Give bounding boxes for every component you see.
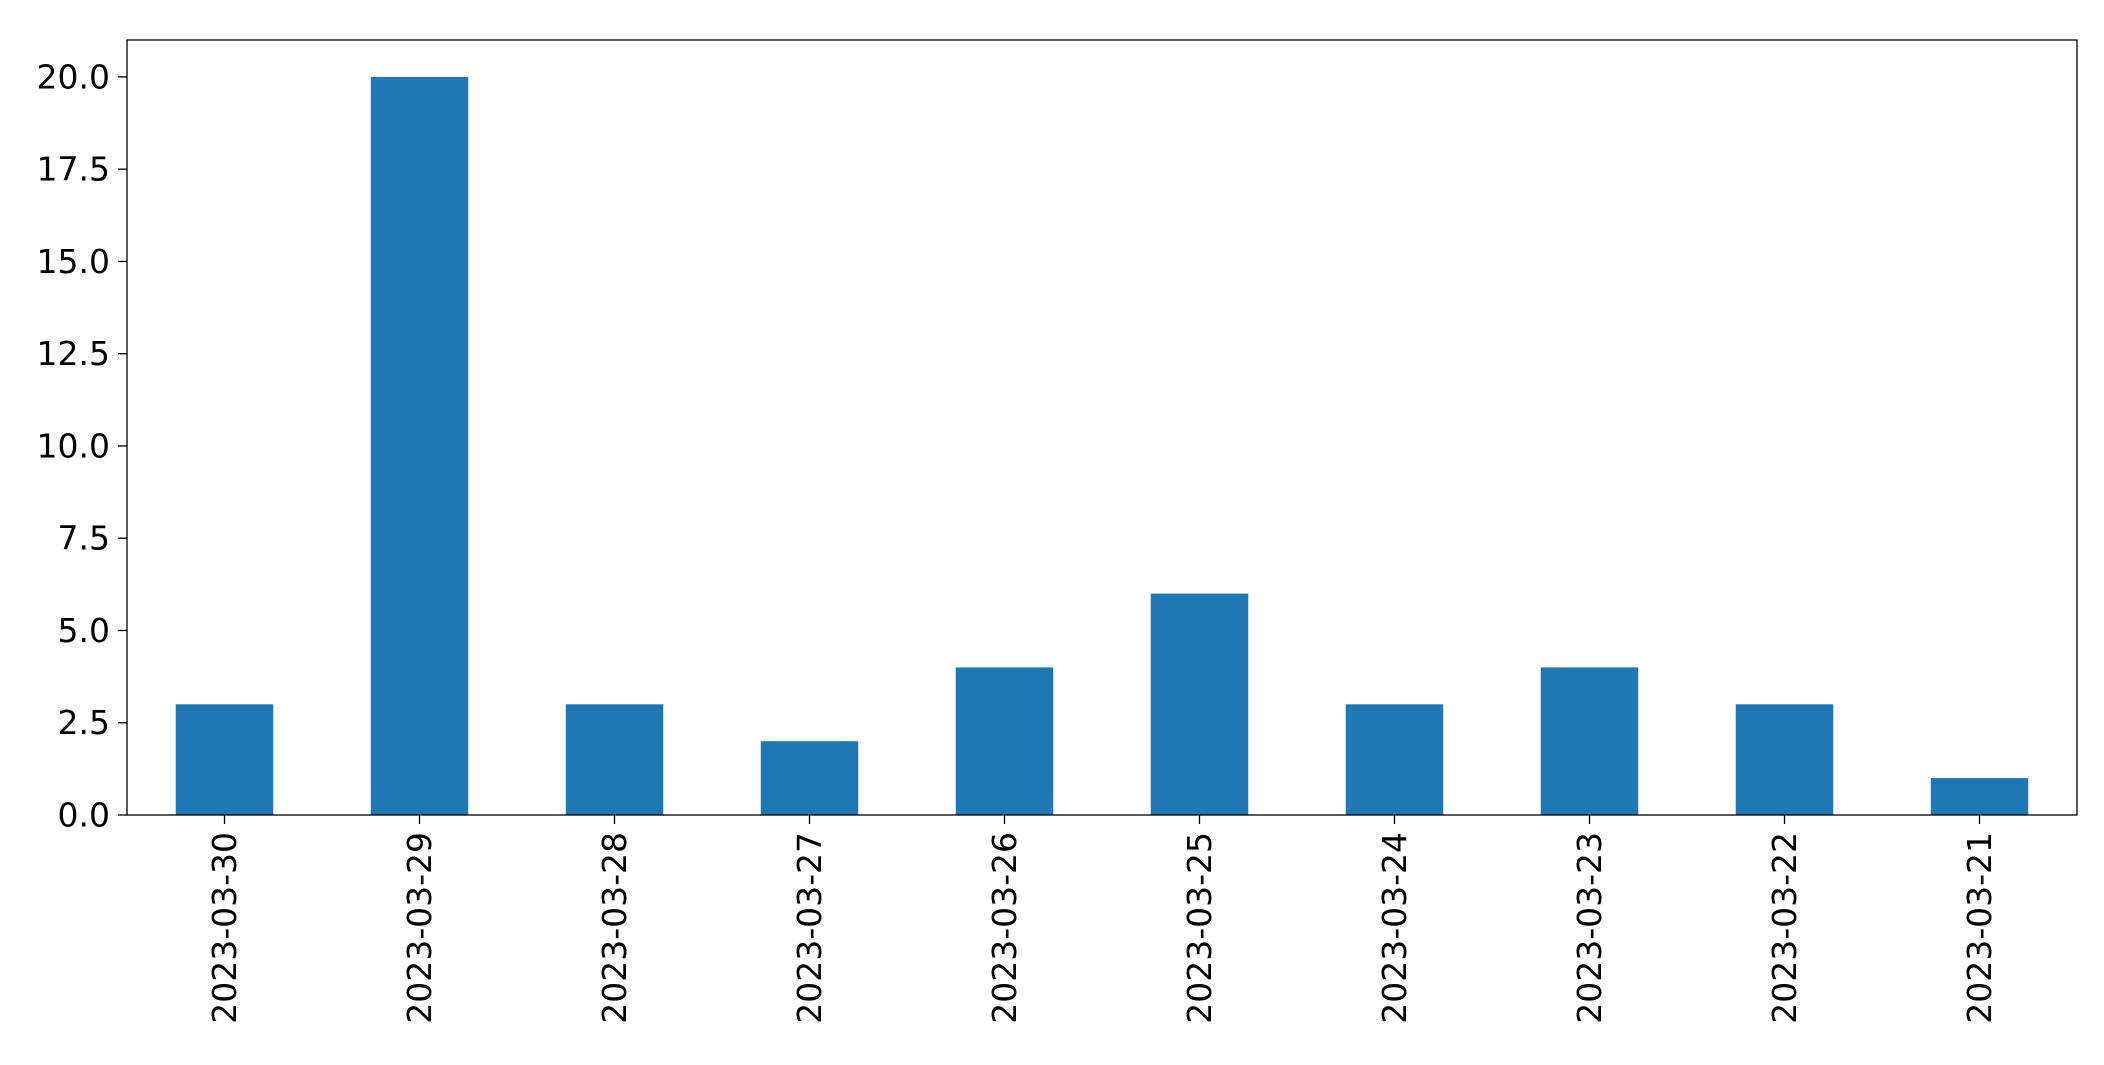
y-tick-label: 17.5 xyxy=(37,150,110,189)
bar-2023-03-26 xyxy=(955,667,1054,815)
x-tick-label: 2023-03-21 xyxy=(1960,832,1999,1024)
y-tick-label: 2.5 xyxy=(58,703,110,742)
x-tick-label: 2023-03-22 xyxy=(1765,832,1804,1024)
bar-2023-03-29 xyxy=(370,76,469,815)
x-tick-label: 2023-03-27 xyxy=(790,832,829,1024)
bars-layer xyxy=(175,76,2029,815)
bar-2023-03-21 xyxy=(1930,778,2029,815)
bar-2023-03-25 xyxy=(1150,593,1249,815)
x-tick-label: 2023-03-28 xyxy=(595,832,634,1024)
x-tick-label: 2023-03-24 xyxy=(1375,832,1414,1024)
bar-2023-03-22 xyxy=(1735,704,1834,815)
bar-2023-03-24 xyxy=(1345,704,1444,815)
y-tick-label: 7.5 xyxy=(58,519,110,558)
x-axis: 2023-03-30 2023-03-29 2023-03-28 2023-03-27… xyxy=(205,815,1999,1024)
x-tick-label: 2023-03-25 xyxy=(1180,832,1219,1024)
x-tick-label: 2023-03-23 xyxy=(1570,832,1609,1024)
x-tick-label: 2023-03-30 xyxy=(205,832,244,1024)
y-tick-label: 12.5 xyxy=(37,334,110,373)
y-tick-label: 15.0 xyxy=(37,242,110,281)
y-tick-label: 20.0 xyxy=(37,57,110,96)
y-tick-label: 10.0 xyxy=(37,426,110,465)
x-tick-label: 2023-03-29 xyxy=(400,832,439,1024)
y-tick-label: 5.0 xyxy=(58,611,110,650)
bar-2023-03-27 xyxy=(760,741,859,815)
bar-2023-03-28 xyxy=(565,704,664,815)
x-tick-label: 2023-03-26 xyxy=(985,832,1024,1024)
bar-2023-03-30 xyxy=(175,704,274,815)
plot-area-frame xyxy=(126,39,2078,816)
y-tick-label: 0.0 xyxy=(58,796,110,835)
bar-2023-03-23 xyxy=(1540,667,1639,815)
y-axis: 0.0 2.5 5.0 7.5 10.0 12.5 15.0 17.5 20.0 xyxy=(37,57,127,835)
